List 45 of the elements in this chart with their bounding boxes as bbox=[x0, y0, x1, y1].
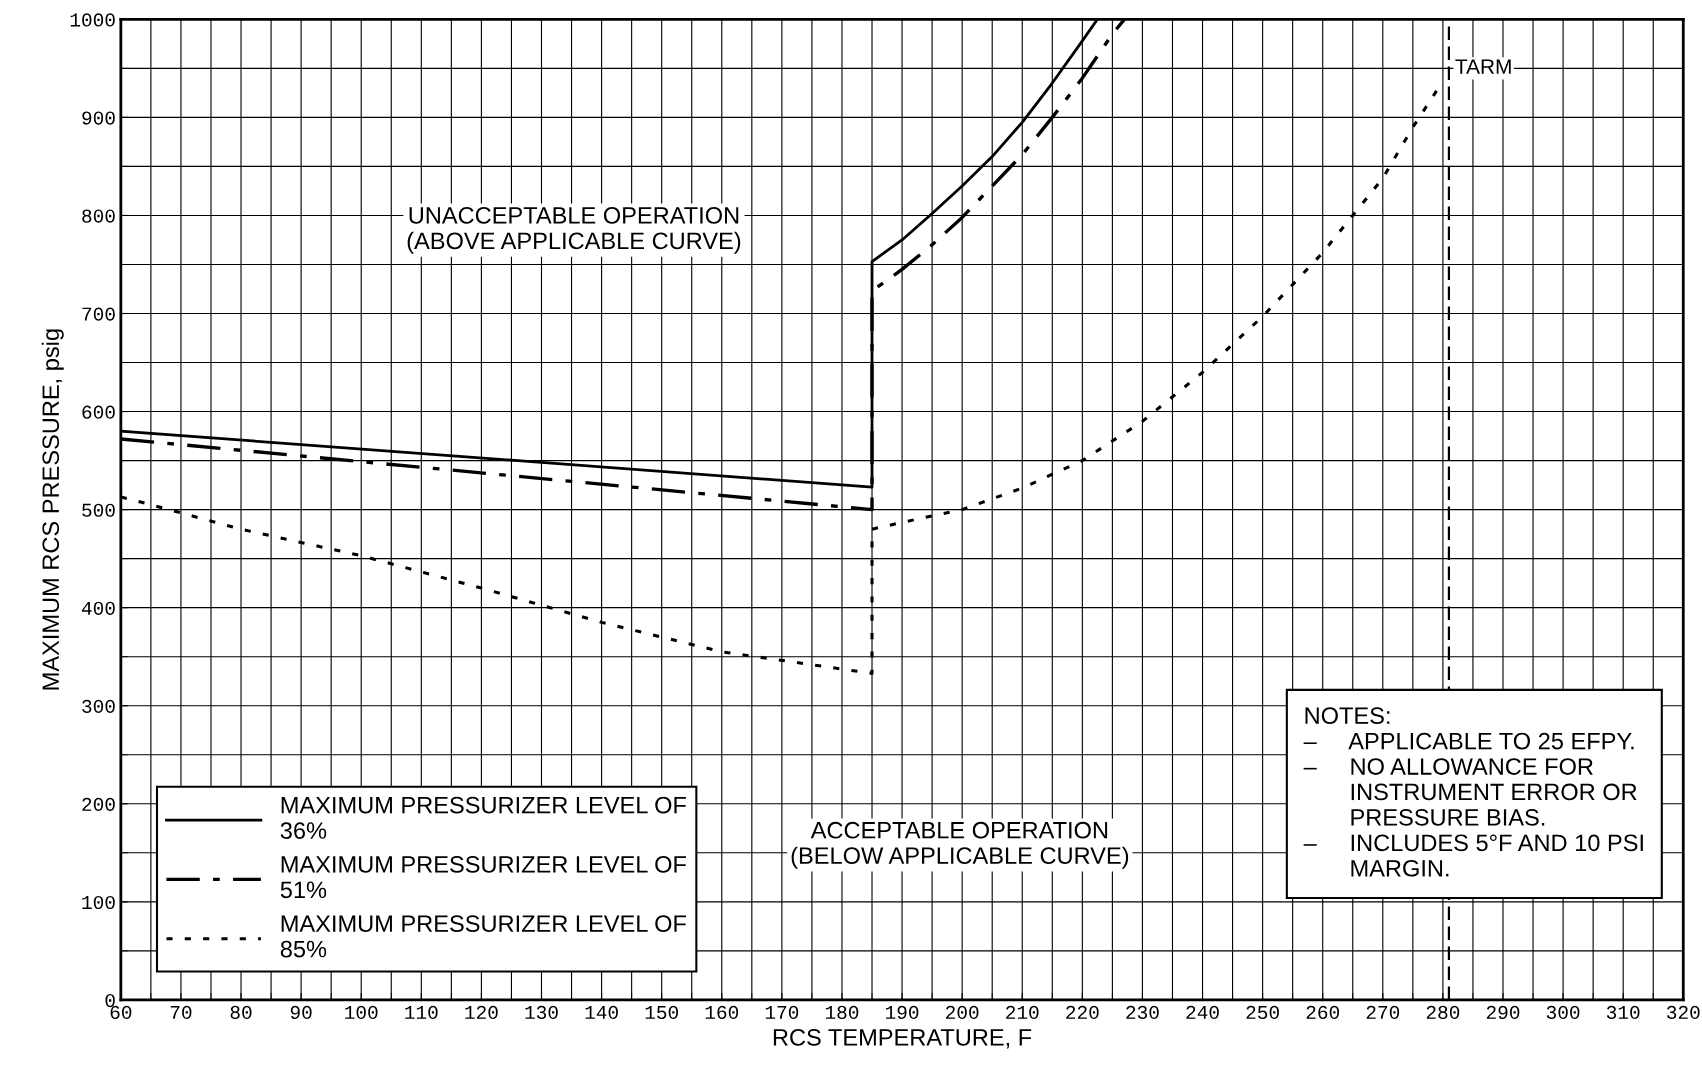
legend-label: MAXIMUM PRESSURIZER LEVEL OF 36% bbox=[280, 796, 686, 839]
y-tick-label: 400 bbox=[81, 601, 115, 615]
annotation: NOTES: – APPLICABLE TO 25 EFPY. – NO ALLOWANCE FOR INSTRUMENT ERROR OR PRESSURE BIAS. – INCLUDES 5°F AND 10 PSI MARGIN. bbox=[1303, 707, 1643, 877]
x-tick-label: 190 bbox=[885, 1005, 919, 1020]
x-tick-label: 150 bbox=[645, 1005, 678, 1020]
x-tick-label: 290 bbox=[1486, 1005, 1520, 1020]
x-tick-label: 170 bbox=[765, 1005, 799, 1020]
x-tick-label: 90 bbox=[290, 1005, 312, 1020]
x-tick-label: 320 bbox=[1666, 1005, 1700, 1020]
x-tick-label: 160 bbox=[705, 1005, 739, 1020]
x-tick-label: 270 bbox=[1366, 1005, 1400, 1020]
y-axis-title: MAXIMUM RCS PRESSURE, psig bbox=[41, 329, 64, 690]
legend-label: MAXIMUM PRESSURIZER LEVEL OF 51% bbox=[280, 856, 686, 899]
y-tick-label: 600 bbox=[82, 405, 115, 419]
y-tick-label: 700 bbox=[82, 307, 115, 321]
y-tick-label: 100 bbox=[82, 895, 115, 910]
x-tick-label: 70 bbox=[170, 1005, 192, 1020]
x-tick-label: 280 bbox=[1426, 1005, 1460, 1020]
x-tick-label: 200 bbox=[946, 1005, 979, 1020]
x-tick-label: 80 bbox=[230, 1005, 252, 1020]
y-tick-label: 800 bbox=[82, 209, 115, 223]
x-tick-label: 260 bbox=[1306, 1005, 1340, 1020]
x-tick-label: 220 bbox=[1066, 1005, 1099, 1020]
ref-line-label: TARM bbox=[1455, 59, 1511, 74]
x-tick-label: 300 bbox=[1546, 1005, 1580, 1020]
y-tick-label: 900 bbox=[82, 111, 115, 125]
x-tick-label: 240 bbox=[1186, 1005, 1219, 1020]
x-tick-label: 180 bbox=[825, 1005, 859, 1020]
x-tick-label: 140 bbox=[585, 1005, 618, 1020]
legend-label: MAXIMUM PRESSURIZER LEVEL OF 85% bbox=[280, 915, 686, 958]
annotation: UNACCEPTABLE OPERATION (ABOVE APPLICABLE CURVE) bbox=[407, 207, 741, 254]
y-tick-label: 300 bbox=[82, 699, 115, 713]
x-tick-label: 210 bbox=[1006, 1005, 1039, 1020]
x-tick-label: 130 bbox=[525, 1005, 558, 1020]
y-tick-label: 1000 bbox=[70, 13, 115, 27]
y-tick-label: 200 bbox=[82, 797, 115, 812]
y-tick-label: 500 bbox=[82, 503, 115, 517]
x-tick-label: 100 bbox=[345, 1005, 378, 1020]
x-tick-label: 110 bbox=[405, 1005, 438, 1020]
x-tick-label: 250 bbox=[1246, 1005, 1279, 1020]
annotation: ACCEPTABLE OPERATION (BELOW APPLICABLE CURVE) bbox=[791, 821, 1129, 869]
x-axis-title: RCS TEMPERATURE, F bbox=[773, 1029, 1032, 1049]
x-tick-label: 310 bbox=[1606, 1005, 1640, 1020]
x-tick-label: 230 bbox=[1126, 1005, 1159, 1020]
x-tick-label: 120 bbox=[465, 1005, 498, 1020]
